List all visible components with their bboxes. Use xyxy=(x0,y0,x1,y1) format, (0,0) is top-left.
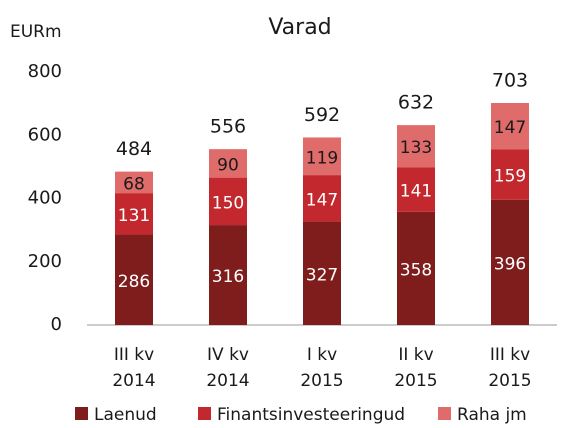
chart-title: Varad xyxy=(268,15,331,40)
bar-segment xyxy=(303,137,341,176)
bar-segment xyxy=(209,149,247,178)
data-label: 159 xyxy=(494,167,526,187)
total-label: 556 xyxy=(210,116,246,138)
legend-label: Laenud xyxy=(94,405,157,425)
bar-segment xyxy=(491,199,529,325)
data-label: 316 xyxy=(212,267,244,287)
y-tick-label: 0 xyxy=(51,314,62,335)
total-label: 484 xyxy=(116,138,152,160)
data-label: 286 xyxy=(118,272,150,292)
x-tick-label: 2014 xyxy=(206,371,249,391)
total-label: 703 xyxy=(492,69,528,91)
data-label: 327 xyxy=(306,265,338,285)
data-label: 396 xyxy=(494,254,526,274)
bar-segment xyxy=(115,193,153,235)
y-tick-label: 600 xyxy=(28,124,62,145)
data-label: 119 xyxy=(306,148,338,168)
x-tick-label: II kv xyxy=(398,345,433,365)
legend-label: Finantsinvesteeringud xyxy=(217,405,405,425)
x-tick-label: IV kv xyxy=(207,345,249,365)
bar-segment xyxy=(209,177,247,226)
data-label: 141 xyxy=(400,181,432,201)
bar-segment xyxy=(303,221,341,325)
x-tick-label: 2015 xyxy=(488,371,531,391)
x-tick-label: 2014 xyxy=(112,371,155,391)
x-tick-label: 2015 xyxy=(394,371,437,391)
data-label: 90 xyxy=(217,155,239,175)
legend-swatch xyxy=(198,407,211,420)
y-axis-label: EURm xyxy=(10,22,62,42)
bar-segment xyxy=(491,149,529,200)
y-tick-label: 800 xyxy=(28,61,62,82)
data-label: 147 xyxy=(494,118,526,138)
bar-segment xyxy=(115,171,153,194)
x-tick-label: I kv xyxy=(307,345,337,365)
legend-swatch xyxy=(75,407,88,420)
bar-segment xyxy=(209,225,247,325)
y-tick-label: 200 xyxy=(28,251,62,272)
bar-segment xyxy=(397,125,435,168)
x-tick-label: 2015 xyxy=(300,371,343,391)
data-label: 147 xyxy=(306,190,338,210)
total-label: 592 xyxy=(304,104,340,126)
legend-swatch xyxy=(438,407,451,420)
data-label: 133 xyxy=(400,138,432,158)
bar-segment xyxy=(491,102,529,150)
bar-segment xyxy=(303,175,341,222)
total-label: 632 xyxy=(398,92,434,114)
bar-segment xyxy=(115,234,153,325)
bar-segment xyxy=(397,211,435,325)
bar-segment xyxy=(397,167,435,212)
data-label: 131 xyxy=(118,206,150,226)
data-label: 68 xyxy=(123,174,145,194)
x-tick-label: III kv xyxy=(114,345,154,365)
x-tick-label: III kv xyxy=(490,345,530,365)
legend-label: Raha jm xyxy=(457,405,527,425)
data-label: 150 xyxy=(212,193,244,213)
data-label: 358 xyxy=(400,260,432,280)
y-tick-label: 400 xyxy=(28,188,62,209)
